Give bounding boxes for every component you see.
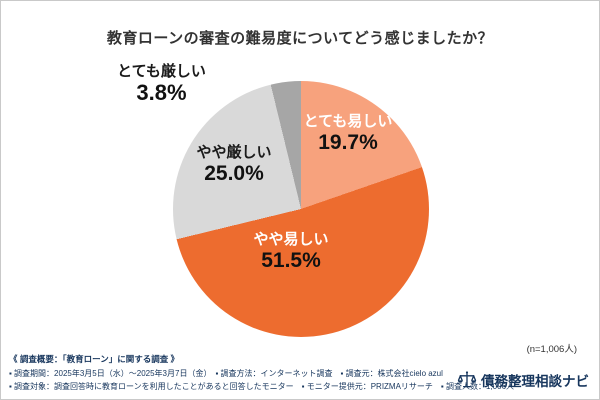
scales-of-justice-icon — [457, 370, 477, 390]
survey-overview-line: 《 調査概要：「教育ローン」に関する調査 》 — [9, 354, 180, 364]
survey-detail-line-1: ▪ 調査期間：2025年3月5日（水）〜2025年3月7日（金） ▪ 調査方法：… — [9, 368, 443, 378]
slice-label-rather-easy: やや易しい 51.5% — [216, 231, 366, 272]
slice-name: やや易しい — [253, 231, 329, 248]
pie-chart — [173, 81, 429, 337]
slice-percent: 3.8% — [136, 79, 187, 105]
survey-detail-line-2: ▪ 調査対象：調査回答時に教育ローンを利用したことがあると回答したモニター ▪ … — [9, 382, 515, 391]
slice-percent: 25.0% — [204, 161, 264, 185]
slice-name: やや厳しい — [196, 144, 272, 161]
slice-name: とても易しい — [303, 113, 393, 130]
chart-title: 教育ローンの審査の難易度についてどう感じましたか？ — [106, 30, 494, 47]
slice-label-very-easy: とても易しい 19.7% — [288, 113, 408, 154]
slice-percent: 51.5% — [261, 248, 321, 272]
slice-label-rather-strict: やや厳しい 25.0% — [164, 144, 304, 185]
sample-size-note: (n=1,006人) — [526, 344, 577, 355]
brand-logo-text: 債務整理相談ナビ — [481, 374, 589, 389]
brand-logo: 債務整理相談ナビ — [457, 370, 589, 390]
slice-percent: 19.7% — [318, 130, 378, 154]
survey-footer: 《 調査概要：「教育ローン」に関する調査 》 ▪ 調査期間：2025年3月5日（… — [9, 353, 514, 395]
slice-name: とても厳しい — [117, 63, 206, 80]
slice-label-very-strict: とても厳しい 3.8% — [89, 63, 234, 105]
